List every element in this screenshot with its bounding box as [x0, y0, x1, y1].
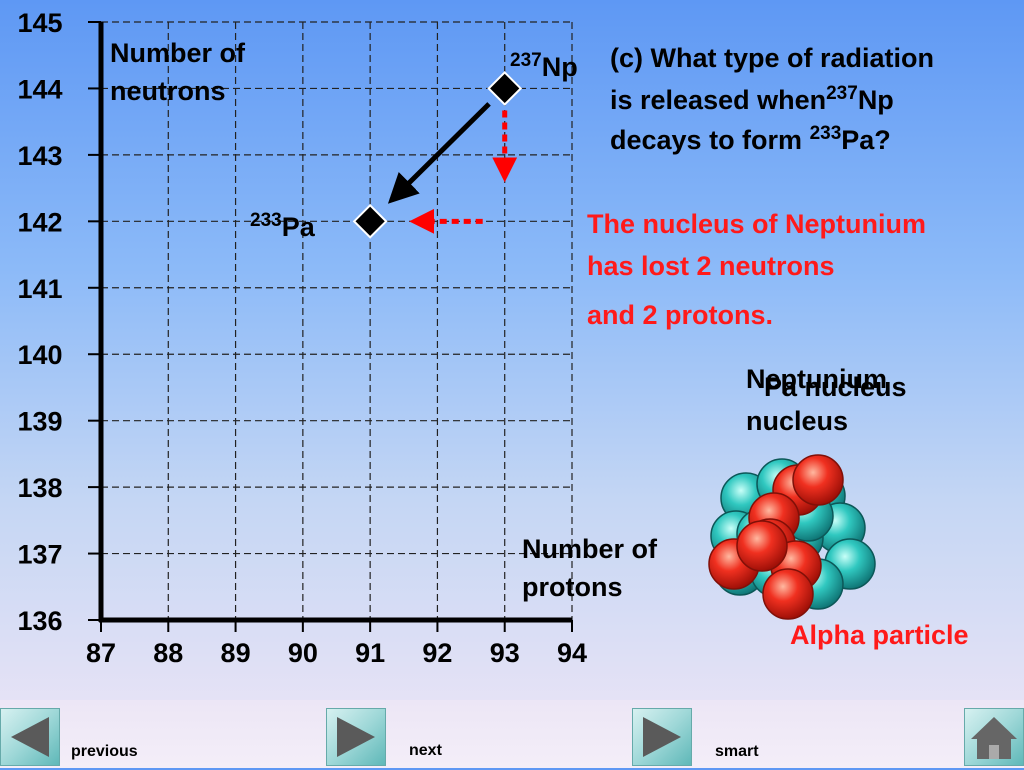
pa-symbol: Pa	[281, 212, 315, 242]
question-line-3a: decays to form	[610, 125, 803, 155]
pa-mass: 233	[250, 210, 282, 231]
question-line-2: is released when237Np	[610, 80, 894, 120]
x-axis-label: Number of protons	[522, 534, 657, 602]
y-tick-label: 140	[17, 340, 62, 370]
axes	[88, 21, 573, 632]
chart-svg: 136 137 138 139 140 141 142 143 144 145 87 88 89 90 91…	[17, 8, 587, 668]
np-mass: 237	[510, 50, 542, 71]
alpha-particle-label: Alpha particle	[790, 620, 969, 650]
arrows	[387, 102, 518, 234]
x-tick-label: 92	[422, 638, 452, 668]
pa-label: 233Pa	[250, 210, 315, 243]
home-icon	[971, 717, 1017, 759]
nucleus-illustration	[708, 454, 876, 620]
question-line-3b: Pa?	[841, 125, 891, 155]
decay-arrow	[387, 102, 491, 204]
y-tick-label: 139	[17, 407, 62, 437]
previous-label: previous	[71, 743, 138, 760]
y-tick-label: 137	[17, 540, 62, 570]
x-tick-label: 89	[221, 638, 251, 668]
question-line-3-sup: 233	[809, 123, 842, 144]
tick-labels: 136 137 138 139 140 141 142 143 144 145 87 88 89 90 91…	[17, 8, 587, 668]
neptunium-nucleus-label-1: Neptunium	[746, 364, 887, 394]
y-tick-label: 138	[17, 473, 62, 503]
points	[352, 71, 523, 239]
nucleons	[708, 454, 876, 620]
data-point-pa	[352, 203, 388, 239]
np-symbol: Np	[541, 52, 578, 82]
home-button[interactable]	[964, 708, 1024, 766]
pa-nucleus-label: Pa nucleus	[764, 372, 907, 402]
question-line-2a: is released when	[610, 85, 827, 115]
x-tick-label: 87	[86, 638, 116, 668]
proton	[762, 568, 814, 620]
x-tick-label: 91	[355, 638, 385, 668]
x-tick-label: 93	[490, 638, 520, 668]
x-tick-label: 94	[557, 638, 587, 668]
x-tick-label: 90	[288, 638, 318, 668]
y-tick-label: 142	[17, 207, 62, 237]
y-tick-label: 136	[17, 606, 62, 636]
question-line-2b: Np	[857, 85, 894, 115]
x-tick-label: 88	[153, 638, 183, 668]
smart-label: smart	[715, 743, 759, 760]
y-tick-label: 141	[17, 274, 62, 304]
previous-button[interactable]	[0, 708, 60, 766]
answer-line-2: has lost 2 neutrons	[587, 251, 835, 281]
y-tick-label: 145	[17, 8, 62, 38]
y-tick-label: 144	[17, 74, 62, 104]
neptunium-nucleus-label-2: nucleus	[746, 406, 849, 436]
question-line-2-sup: 237	[826, 83, 858, 104]
answer-line-1: The nucleus of Neptunium	[587, 209, 927, 239]
y-axis-label: Number of neutrons	[110, 38, 245, 106]
y-tick-label: 143	[17, 141, 62, 171]
nav-bar	[0, 700, 1024, 768]
np-label: 237Np	[510, 50, 578, 83]
question-line-3: decays to form 233Pa?	[610, 120, 891, 160]
next-button[interactable]	[326, 708, 386, 766]
question-line-1: (c) What type of radiation	[610, 43, 934, 73]
slide: 136 137 138 139 140 141 142 143 144 145 87 88 89 90 91…	[17, 8, 969, 668]
next-label: next	[409, 742, 442, 759]
triangle-right-icon	[643, 717, 681, 757]
data-point-np	[487, 71, 523, 106]
answer-line-3: and 2 protons.	[587, 300, 774, 330]
smart-button[interactable]	[632, 708, 692, 766]
triangle-right-icon	[337, 717, 375, 757]
grid	[101, 21, 573, 620]
proton	[736, 520, 788, 572]
triangle-left-icon	[11, 717, 49, 757]
proton	[792, 454, 844, 506]
